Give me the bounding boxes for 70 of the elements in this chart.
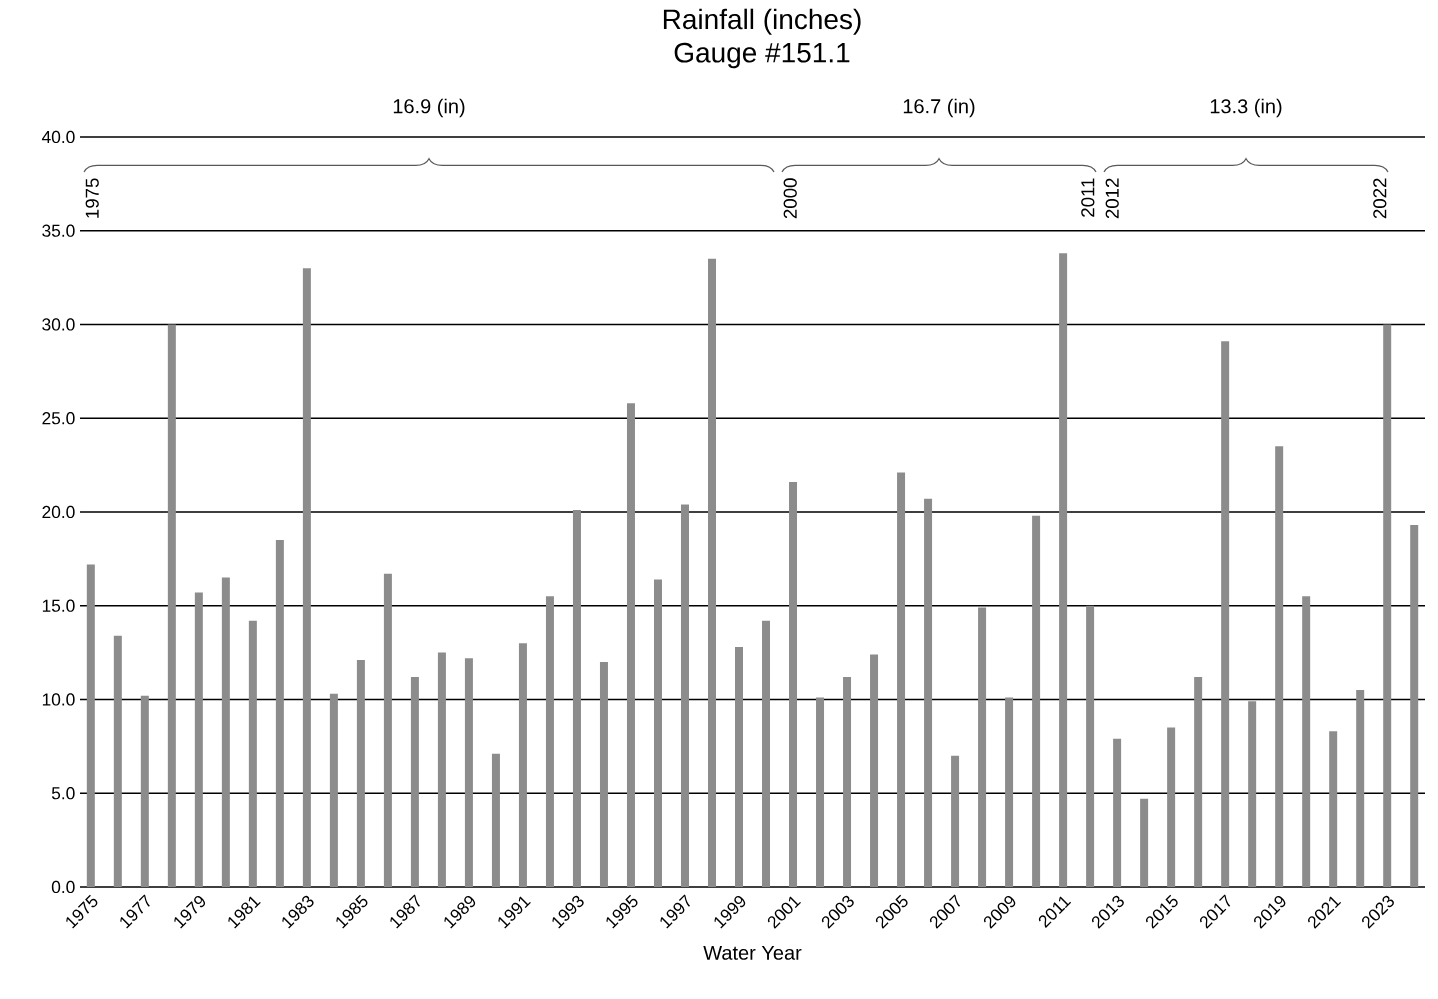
bar	[1140, 798, 1149, 887]
bar	[221, 577, 230, 887]
bar	[410, 676, 419, 887]
x-axis-title: Water Year	[703, 945, 802, 960]
y-tick-label: 10.0	[42, 693, 75, 706]
annotation: 2012	[1105, 178, 1119, 219]
bar	[1248, 701, 1257, 887]
bar	[1275, 446, 1284, 887]
bar	[1167, 727, 1176, 887]
bar	[1356, 690, 1365, 887]
annotation: 2000	[783, 178, 797, 219]
bar	[383, 573, 392, 887]
bar	[1113, 738, 1122, 887]
annotation: 2011	[1081, 178, 1095, 217]
bar	[1059, 253, 1068, 887]
bar	[113, 635, 122, 887]
bar	[329, 693, 338, 887]
bar	[762, 620, 771, 887]
bar	[437, 652, 446, 887]
bar	[356, 660, 365, 887]
bar	[1329, 731, 1338, 887]
y-tick-label: 25.0	[42, 412, 75, 425]
chart-subtitle: Gauge #151.1	[674, 42, 850, 69]
bar	[1410, 525, 1419, 887]
bar	[707, 258, 716, 887]
bar	[897, 472, 906, 887]
bar	[491, 753, 500, 887]
bar	[86, 564, 95, 887]
bar	[816, 697, 825, 887]
annotation: 1975	[85, 178, 99, 218]
bar	[194, 592, 203, 887]
bar	[1221, 341, 1230, 887]
bar	[1194, 676, 1203, 887]
y-tick-label: 35.0	[42, 224, 75, 237]
y-tick-label: 30.0	[42, 318, 75, 331]
bar	[653, 579, 662, 887]
bar	[680, 504, 689, 887]
bar	[572, 510, 581, 887]
y-tick-label: 40.0	[41, 130, 75, 144]
bar	[167, 324, 176, 887]
bar	[843, 676, 852, 887]
bar	[735, 646, 744, 887]
bar	[870, 654, 879, 887]
text: 16.7 (in)	[903, 98, 975, 118]
y-tick-label: 0.0	[51, 880, 75, 894]
bar	[140, 695, 149, 887]
bar	[275, 540, 284, 887]
bar	[978, 607, 987, 887]
text: 16.9 (in)	[393, 98, 465, 118]
bar	[924, 498, 933, 887]
bar	[248, 620, 257, 887]
bar	[1005, 697, 1014, 887]
bar	[951, 755, 960, 887]
y-tick-label: 15.0	[42, 599, 75, 612]
bar	[626, 403, 635, 887]
bar	[1032, 515, 1041, 887]
bar	[518, 643, 527, 887]
bar	[1086, 605, 1095, 887]
bar	[545, 596, 554, 887]
bar	[789, 481, 798, 887]
bar	[599, 661, 608, 887]
annotation: 2022	[1373, 178, 1387, 219]
bar	[1302, 596, 1311, 887]
bar	[1383, 324, 1392, 887]
y-tick-label: 20.0	[42, 505, 75, 519]
chart-title: Rainfall (inches)	[663, 8, 861, 35]
bar	[464, 658, 473, 887]
y-tick-label: 5.0	[51, 787, 75, 800]
bar	[302, 268, 311, 887]
text: 13.3 (in)	[1210, 98, 1282, 118]
